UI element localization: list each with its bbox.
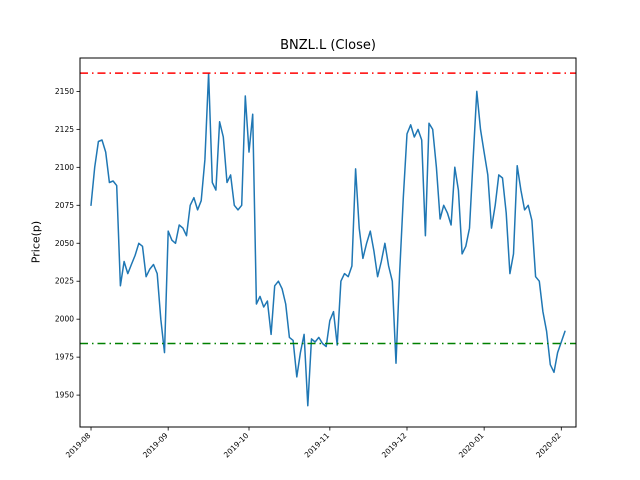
y-tick-label: 2000 <box>55 315 74 324</box>
y-axis-label: Price(p) <box>29 220 43 264</box>
x-tick-label: 2020-02 <box>534 431 563 460</box>
x-tick-label: 2019-08 <box>64 431 93 460</box>
y-tick-label: 2025 <box>55 277 74 286</box>
x-tick-label: 2019-11 <box>303 431 332 460</box>
y-tick-label: 2150 <box>55 87 74 96</box>
chart-title: BNZL.L (Close) <box>280 38 376 53</box>
price-series-line <box>90 72 566 407</box>
y-tick-label: 2050 <box>55 239 74 248</box>
y-tick-label: 2100 <box>55 163 74 172</box>
x-tick-label: 2019-09 <box>141 431 170 460</box>
y-tick-label: 1950 <box>55 391 74 400</box>
x-tick-label: 2019-12 <box>380 431 409 460</box>
plot-frame <box>79 57 577 428</box>
x-tick-label: 2019-10 <box>222 431 251 460</box>
x-tick-label: 2020-01 <box>457 431 486 460</box>
y-tick-label: 1975 <box>55 353 74 362</box>
y-tick-label: 2125 <box>55 125 74 134</box>
y-tick-label: 2075 <box>55 201 74 210</box>
